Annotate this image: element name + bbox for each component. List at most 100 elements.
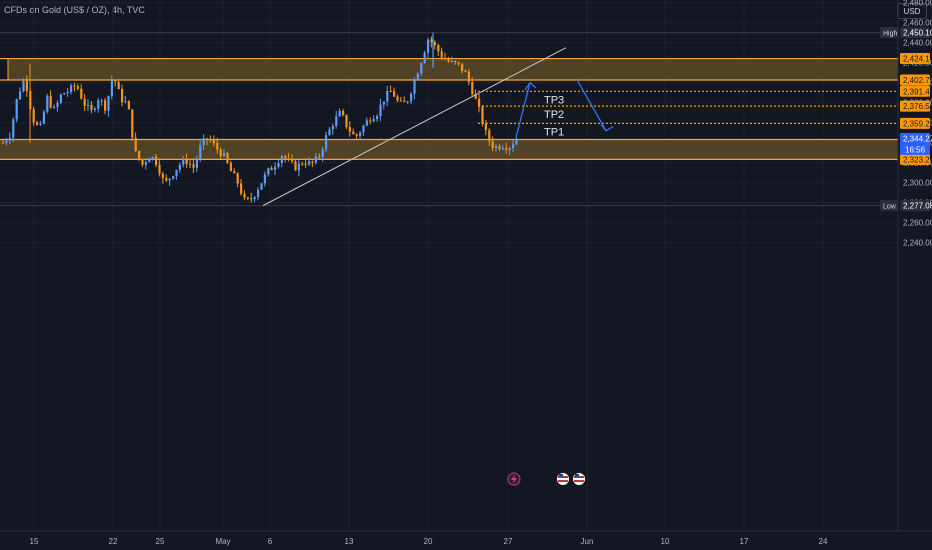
candle	[236, 172, 239, 188]
candle	[427, 37, 430, 58]
candle	[280, 154, 283, 168]
lightning-event-icon[interactable]	[507, 472, 521, 486]
candle	[134, 132, 137, 152]
candle	[478, 93, 481, 113]
candle	[63, 92, 66, 95]
level-price-tag-text: 2,359.29	[903, 119, 932, 128]
candle	[73, 82, 76, 92]
candle	[382, 101, 385, 110]
price-tick-label: 2,460.00	[903, 19, 932, 28]
current-price-tag	[900, 132, 930, 155]
level-price-tag-text: 2,376.54	[903, 102, 932, 111]
up-arrow[interactable]	[515, 82, 531, 138]
up-arrowhead	[524, 81, 537, 91]
candle	[450, 56, 453, 63]
candle	[25, 75, 28, 97]
candle	[461, 63, 464, 74]
candle	[155, 154, 158, 168]
candle	[229, 160, 232, 172]
candle	[430, 36, 433, 48]
candle	[8, 132, 11, 145]
candle	[406, 100, 409, 104]
price-axis[interactable]: 2,480.002,460.002,440.002,420.002,400.00…	[880, 0, 932, 531]
candle	[257, 187, 260, 201]
candle	[342, 108, 345, 117]
candle	[246, 196, 249, 201]
time-tick-label: Jun	[581, 537, 594, 546]
target-label-tp1: TP1	[544, 126, 564, 138]
time-axis[interactable]: 15 22 25 May 6 13 20 27 Jun 10 17 24	[0, 530, 932, 546]
candle	[457, 61, 460, 66]
high-price-tag-text: 2,450.10	[903, 29, 932, 38]
candle	[131, 109, 134, 141]
chart-title: CFDs on Gold (US$ / OZ), 4h, TVC	[4, 5, 145, 15]
candle	[178, 162, 181, 174]
candle	[141, 158, 144, 167]
candle	[274, 162, 277, 176]
candle	[90, 101, 93, 114]
level-price-tag	[900, 53, 930, 65]
candle	[216, 137, 219, 154]
candle	[389, 85, 392, 93]
candle	[192, 158, 195, 174]
supply-zone	[8, 58, 898, 80]
candle	[80, 84, 83, 100]
candle	[195, 155, 198, 172]
candle	[32, 106, 35, 126]
candle	[158, 160, 161, 177]
candle	[22, 78, 25, 93]
us-flag-event-icon[interactable]	[573, 473, 585, 485]
candle	[114, 79, 117, 87]
candle	[396, 94, 399, 103]
candle	[372, 115, 375, 122]
candle	[454, 60, 457, 65]
candle	[56, 100, 59, 112]
candle	[87, 99, 90, 111]
level-price-tag	[900, 100, 930, 112]
candle	[287, 152, 290, 162]
candle	[175, 169, 178, 180]
down-arrow[interactable]	[576, 79, 607, 132]
candle	[110, 75, 113, 100]
candle	[501, 145, 504, 151]
candle	[172, 175, 175, 180]
candle	[182, 156, 185, 168]
candle	[376, 114, 379, 122]
candle	[495, 144, 498, 152]
candle	[464, 69, 467, 73]
candle	[66, 87, 69, 97]
candle	[311, 160, 314, 167]
candle	[117, 80, 120, 90]
us-flag-event-icon[interactable]	[557, 473, 569, 485]
candle	[403, 96, 406, 102]
time-tick-label: 10	[661, 537, 670, 546]
candle	[362, 124, 365, 136]
current-price-tag-text: 2,344.27	[903, 134, 932, 143]
candle	[423, 50, 426, 64]
candle	[97, 97, 100, 113]
candle	[209, 135, 212, 143]
candle	[355, 133, 358, 139]
candle	[413, 77, 416, 100]
candle	[168, 178, 171, 186]
candle	[243, 190, 246, 201]
candle	[270, 165, 273, 171]
candle	[161, 171, 164, 184]
candle	[138, 150, 141, 161]
candle	[12, 117, 15, 143]
candle	[104, 98, 107, 115]
candle	[325, 131, 328, 153]
candle	[301, 161, 304, 166]
candle	[399, 96, 402, 102]
candle	[416, 71, 419, 81]
current-price-tag-countdown: 16:56	[905, 145, 926, 154]
trendline[interactable]	[262, 47, 567, 207]
high-price-tag	[900, 27, 930, 39]
candle	[199, 139, 202, 162]
candle	[444, 52, 447, 60]
candle	[233, 168, 236, 174]
candle	[151, 156, 154, 161]
candle	[393, 87, 396, 97]
high-marker-label-box	[880, 27, 898, 39]
